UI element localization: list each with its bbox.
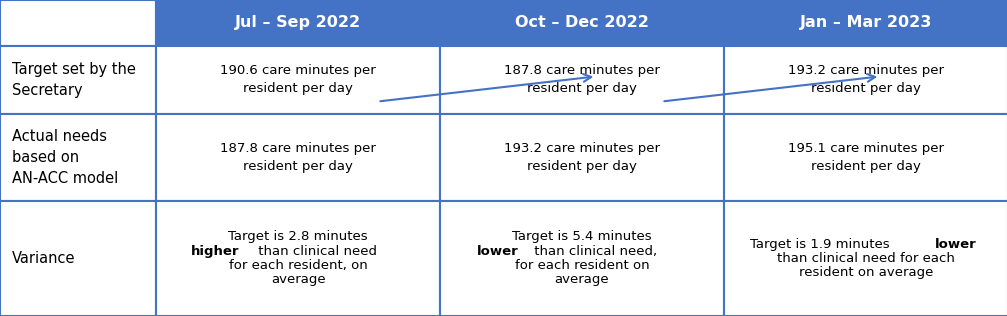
Bar [156, 46, 440, 114]
Text: average: average [271, 273, 325, 286]
Bar [724, 201, 1007, 316]
Bar [440, 201, 724, 316]
Bar [156, 114, 440, 201]
Text: Target set by the
Secretary: Target set by the Secretary [12, 62, 136, 98]
Text: than clinical need,: than clinical need, [531, 245, 658, 258]
Bar [156, 0, 440, 46]
Text: 187.8 care minutes per
resident per day: 187.8 care minutes per resident per day [221, 142, 376, 173]
Text: 187.8 care minutes per
resident per day: 187.8 care minutes per resident per day [505, 64, 660, 95]
Bar [724, 114, 1007, 201]
Text: lower: lower [936, 238, 977, 251]
Bar [0, 201, 156, 316]
Bar [0, 46, 156, 114]
Text: for each resident on: for each resident on [515, 259, 650, 272]
Text: than clinical need for each: than clinical need for each [777, 252, 955, 265]
Text: Variance: Variance [12, 251, 76, 266]
Text: Jan – Mar 2023: Jan – Mar 2023 [800, 15, 932, 30]
Text: resident on average: resident on average [799, 266, 933, 279]
Bar [440, 114, 724, 201]
Text: Oct – Dec 2022: Oct – Dec 2022 [516, 15, 649, 30]
Text: Target is 1.9 minutes: Target is 1.9 minutes [749, 238, 893, 251]
Text: for each resident, on: for each resident, on [229, 259, 368, 272]
Text: than clinical need: than clinical need [254, 245, 377, 258]
Text: Actual needs
based on
AN-ACC model: Actual needs based on AN-ACC model [12, 129, 119, 186]
Text: 193.2 care minutes per
resident per day: 193.2 care minutes per resident per day [788, 64, 944, 95]
Text: 190.6 care minutes per
resident per day: 190.6 care minutes per resident per day [221, 64, 376, 95]
Bar [440, 46, 724, 114]
Bar [156, 201, 440, 316]
Text: lower: lower [476, 245, 519, 258]
Text: Jul – Sep 2022: Jul – Sep 2022 [235, 15, 362, 30]
Bar [0, 0, 156, 46]
Text: higher: higher [191, 245, 240, 258]
Text: average: average [555, 273, 609, 286]
Text: 195.1 care minutes per
resident per day: 195.1 care minutes per resident per day [788, 142, 944, 173]
Bar [724, 0, 1007, 46]
Bar [724, 46, 1007, 114]
Bar [440, 0, 724, 46]
Text: 193.2 care minutes per
resident per day: 193.2 care minutes per resident per day [505, 142, 660, 173]
Text: Target is 2.8 minutes: Target is 2.8 minutes [229, 230, 368, 243]
Bar [0, 114, 156, 201]
Text: Target is 5.4 minutes: Target is 5.4 minutes [513, 230, 652, 243]
